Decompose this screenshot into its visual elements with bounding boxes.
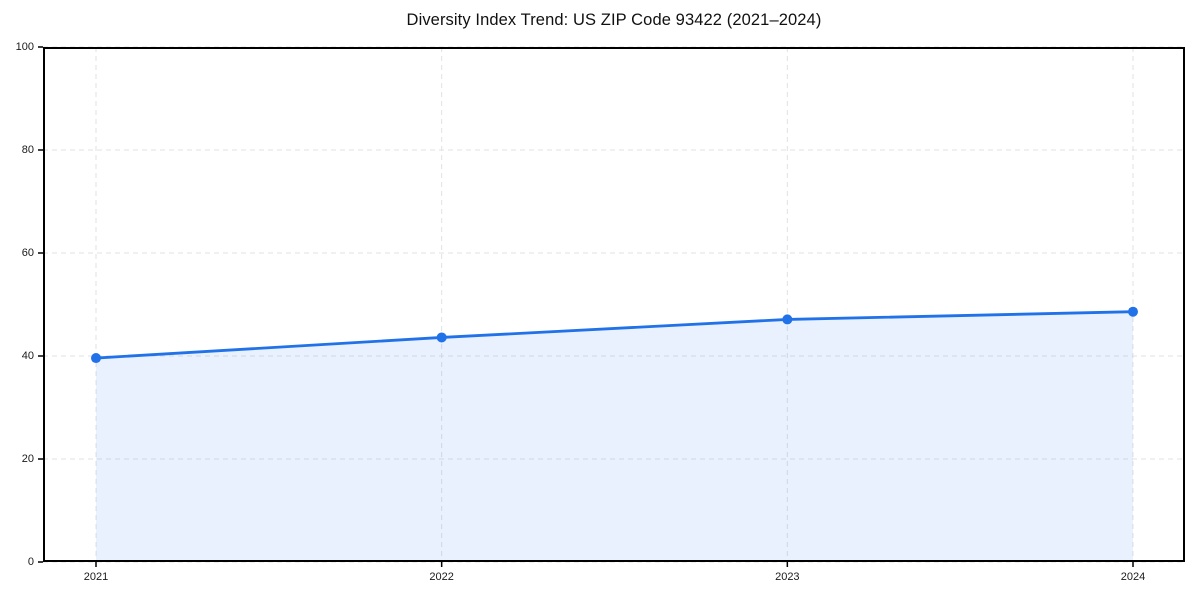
- data-point-marker: [782, 314, 793, 325]
- x-tick-label: 2024: [1120, 571, 1146, 583]
- y-tick-label: 20: [21, 453, 34, 465]
- chart-canvas: [38, 46, 1185, 567]
- chart-title: Diversity Index Trend: US ZIP Code 93422…: [406, 11, 822, 29]
- trend-line: [94, 310, 1135, 360]
- area-fill: [96, 311, 1133, 562]
- y-tick-label: 100: [15, 41, 34, 53]
- x-tick-label: 2023: [775, 571, 800, 583]
- y-tick-label: 0: [27, 556, 34, 568]
- data-point-marker: [91, 353, 101, 364]
- plot-area: [38, 46, 1185, 567]
- y-tick-label: 80: [21, 144, 34, 156]
- y-tick-label: 60: [21, 247, 34, 259]
- data-point-marker: [1128, 306, 1138, 317]
- x-tick-label: 2021: [83, 571, 109, 583]
- plot-border: [43, 47, 1185, 562]
- x-tick-label: 2022: [429, 571, 454, 583]
- data-point-marker: [436, 332, 447, 343]
- y-tick-label: 40: [21, 350, 34, 362]
